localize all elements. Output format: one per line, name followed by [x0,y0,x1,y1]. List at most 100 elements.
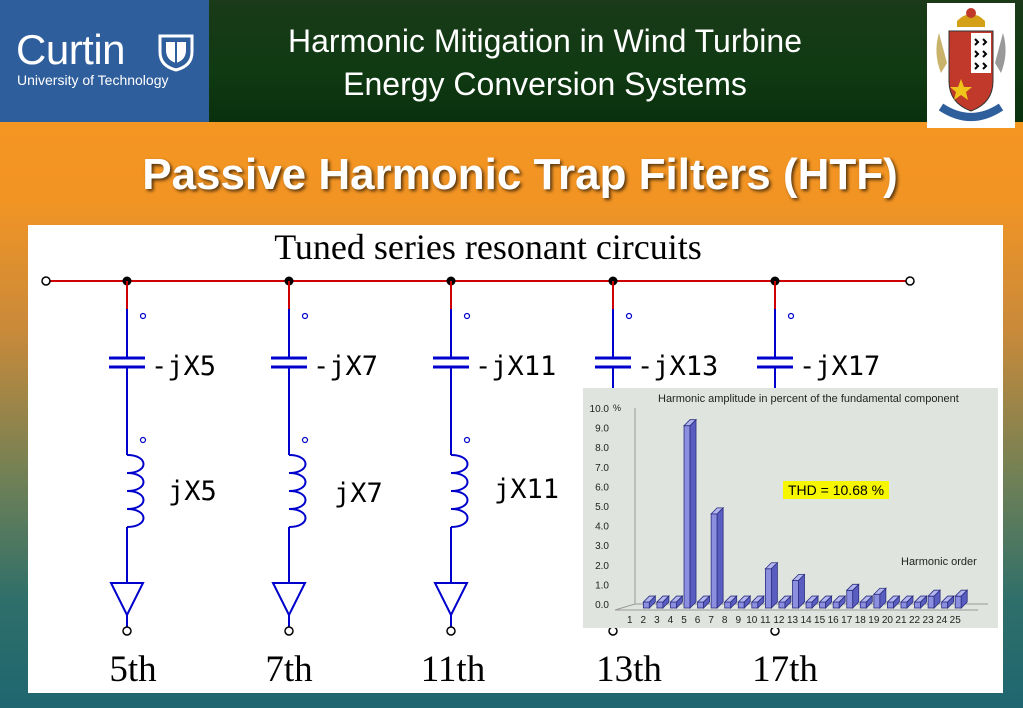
y-tick-label: 4.0 [595,522,609,533]
bar-harmonic-9 [737,601,745,609]
bar-side-22 [920,595,927,609]
x-tick-label: 7 [708,615,714,626]
x-tick-label: 19 [868,615,880,626]
x-tick-label: 15 [814,615,826,626]
chart-axis-left [614,408,636,611]
bar-side-20 [893,595,900,609]
test-point-mid-7th [301,436,309,444]
logo-word: Curtin [16,26,126,73]
title-line-1: Harmonic Mitigation in Wind Turbine [288,23,802,59]
bar-side-4 [676,595,683,609]
cap-label-5th: -jX5 [151,351,217,382]
harmonic-chart: 0.0 1.0 2.0 3.0 4.0 5.0 6.0 7.0 8.0 9.0 10.0% 1 2 3 4 5… [583,388,998,628]
harmonic-chart-plot: 0.01.02.03.04.05.06.07.08.09.010.0 %1 2 3 4 5… [590,403,988,626]
curtin-crest-icon [158,34,194,72]
bar-side-18 [865,595,873,609]
y-tick-label: 0.0 [595,600,609,611]
bar-side-3 [662,595,670,609]
x-tick-label: 22 [909,615,921,626]
inductor-5th [126,454,145,528]
cap-label-7th: -jX7 [313,351,379,382]
slide-title: Passive Harmonic Trap Filters (HTF) [142,150,898,199]
x-tick-label: 14 [800,615,812,626]
chart-title: Harmonic amplitude in percent of the fun… [658,393,959,405]
bar-side-12 [784,595,792,609]
ind-label-11th: jX11 [494,474,560,505]
bottom-terminal-17th [770,626,780,636]
bar-harmonic-2 [642,601,650,609]
test-point-top-17th [787,312,795,320]
bar-harmonic-11 [764,568,772,609]
bar-side-19 [879,587,887,609]
bar-harmonic-3 [656,601,664,609]
bottom-terminal-7th [284,626,294,636]
x-tick-label: 25 [950,615,962,626]
order-label-7th: 7th [265,649,313,690]
test-point-top-13th [625,312,633,320]
bar-harmonic-4 [670,601,677,609]
x-tick-label: 13 [787,615,799,626]
bar-harmonic-17 [846,589,854,609]
bar-harmonic-13 [792,580,799,609]
cap-label-13th: -jX13 [637,351,719,382]
circuit-title: Tuned series resonant circuits [274,227,702,267]
y-tick-label: 1.0 [595,580,609,591]
inductor-11th [450,454,469,528]
test-point-mid-11th [463,436,471,444]
y-tick-label: 2.0 [595,561,609,572]
bar-harmonic-8 [724,601,732,609]
x-tick-label: 9 [735,615,741,626]
x-tick-label: 12 [773,615,785,626]
presentation-title: Harmonic Mitigation in Wind Turbine Ener… [220,20,870,106]
bar-side-7 [716,506,724,609]
inductor-7th [288,454,307,528]
bar-harmonic-20 [887,601,894,609]
bar-side-13 [798,573,805,609]
x-tick-label: 21 [895,615,907,626]
x-tick-label: 3 [654,615,660,626]
bar-side-21 [906,595,914,609]
bar-harmonic-5 [683,425,691,609]
bar-side-5 [689,418,697,609]
y-axis-unit: % [613,403,621,413]
logo-subtitle: University of Technology [17,72,169,88]
order-label-17th: 17th [752,649,818,690]
order-label-11th: 11th [420,649,486,690]
bar-side-15 [825,595,833,609]
header-bar: Curtin University of Technology Harmonic… [0,0,1023,128]
ground-arrow-7th [271,582,307,618]
y-tick-label: 3.0 [595,541,609,552]
title-line-2: Energy Conversion Systems [343,66,747,102]
circuit-diagram [41,276,915,636]
order-label-5th: 5th [109,649,157,690]
bar-harmonic-16 [832,601,840,609]
x-tick-label: 1 [627,615,633,626]
bar-side-23 [933,589,941,609]
bar-harmonic-25 [954,595,962,609]
bottom-terminal-13th [608,626,618,636]
bottom-terminal-11th [446,626,456,636]
order-label-13th: 13th [596,649,662,690]
cap-label-11th: -jX11 [475,351,557,382]
bar-side-10 [757,595,765,609]
ind-label-7th: jX7 [334,478,383,509]
x-tick-label: 20 [882,615,894,626]
ind-label-5th: jX5 [168,476,217,507]
bar-side-16 [838,595,846,609]
y-tick-label: 8.0 [595,443,609,454]
y-tick-label: 9.0 [595,424,609,435]
x-tick-label: 10 [746,615,758,626]
figure-panel: Tuned series resonant circuits -jX5 -jX7… [28,225,1003,693]
bar-side-2 [648,595,656,609]
bar-harmonic-21 [900,601,908,609]
bar-side-6 [703,595,710,609]
x-tick-label: 4 [668,615,674,626]
bar-side-9 [743,595,751,609]
bar-side-24 [947,595,955,609]
bar-harmonic-7 [710,513,718,609]
x-tick-label: 2 [641,615,647,626]
y-tick-label: 6.0 [595,482,609,493]
x-tick-label: 8 [722,615,728,626]
test-point-top-7th [301,312,309,320]
test-point-mid-5th [139,436,147,444]
